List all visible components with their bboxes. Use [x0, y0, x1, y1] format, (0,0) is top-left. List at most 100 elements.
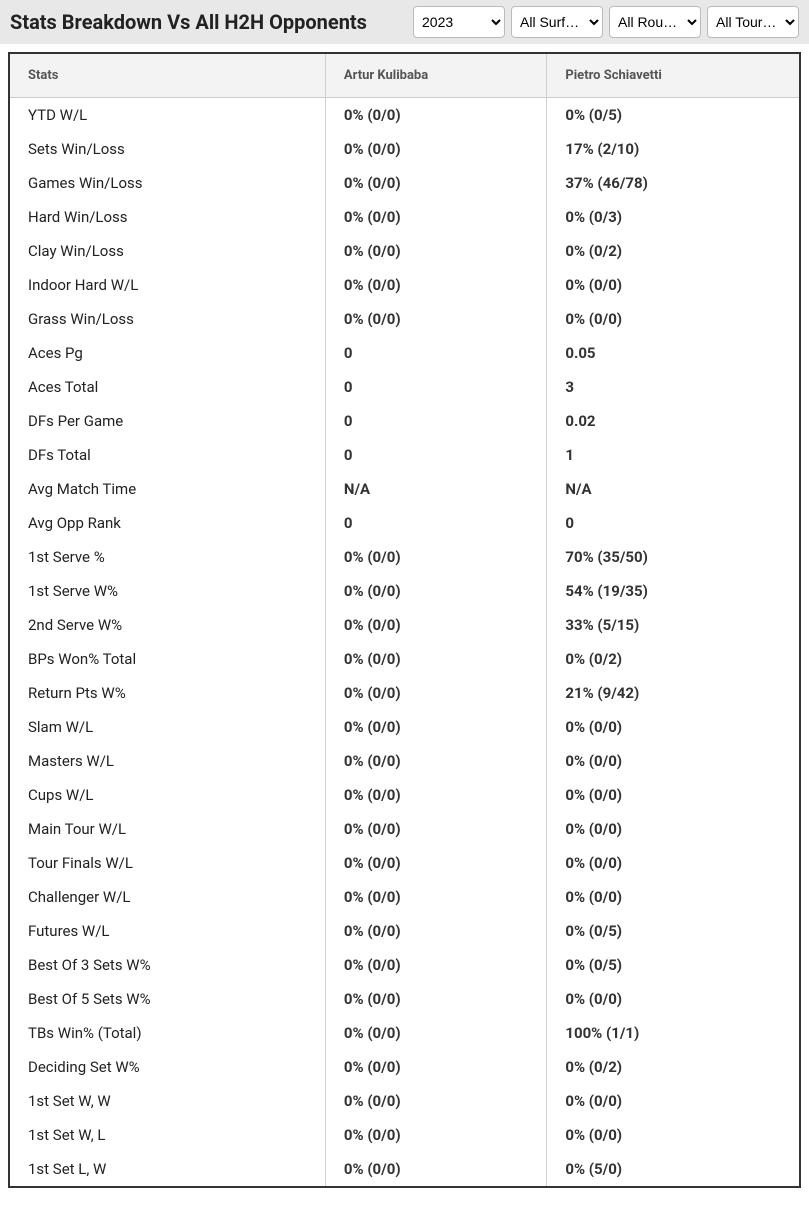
stat-label: DFs Per Game	[9, 404, 325, 438]
stat-label: Indoor Hard W/L	[9, 268, 325, 302]
year-select[interactable]: 2023	[413, 6, 505, 38]
stat-label: Main Tour W/L	[9, 812, 325, 846]
table-row: Main Tour W/L0% (0/0)0% (0/0)	[9, 812, 800, 846]
player2-value: 0% (0/0)	[547, 982, 800, 1016]
stat-label: Clay Win/Loss	[9, 234, 325, 268]
stat-label: Tour Finals W/L	[9, 846, 325, 880]
table-row: Sets Win/Loss0% (0/0)17% (2/10)	[9, 132, 800, 166]
table-row: Cups W/L0% (0/0)0% (0/0)	[9, 778, 800, 812]
player1-value: 0% (0/0)	[325, 234, 546, 268]
stat-label: Challenger W/L	[9, 880, 325, 914]
stat-label: Aces Total	[9, 370, 325, 404]
player2-value: 70% (35/50)	[547, 540, 800, 574]
table-row: Avg Opp Rank00	[9, 506, 800, 540]
table-row: Masters W/L0% (0/0)0% (0/0)	[9, 744, 800, 778]
surface-select[interactable]: All Surf…	[511, 6, 603, 38]
player1-value: 0% (0/0)	[325, 574, 546, 608]
player1-value: 0% (0/0)	[325, 744, 546, 778]
player2-value: 0% (0/0)	[547, 846, 800, 880]
player2-value: 0% (0/3)	[547, 200, 800, 234]
player1-value: 0% (0/0)	[325, 778, 546, 812]
player1-value: 0% (0/0)	[325, 268, 546, 302]
table-row: Grass Win/Loss0% (0/0)0% (0/0)	[9, 302, 800, 336]
player2-value: 0% (0/0)	[547, 302, 800, 336]
player2-value: 3	[547, 370, 800, 404]
player1-value: 0	[325, 404, 546, 438]
table-row: 1st Set W, W0% (0/0)0% (0/0)	[9, 1084, 800, 1118]
stat-label: Return Pts W%	[9, 676, 325, 710]
player1-value: 0% (0/0)	[325, 812, 546, 846]
table-row: Indoor Hard W/L0% (0/0)0% (0/0)	[9, 268, 800, 302]
player1-value: 0% (0/0)	[325, 982, 546, 1016]
player1-value: 0% (0/0)	[325, 98, 546, 133]
stat-label: Aces Pg	[9, 336, 325, 370]
table-row: TBs Win% (Total)0% (0/0)100% (1/1)	[9, 1016, 800, 1050]
player1-value: 0% (0/0)	[325, 1118, 546, 1152]
filter-group: 2023 All Surf… All Rou… All Tour…	[413, 6, 799, 38]
stat-label: 1st Set L, W	[9, 1152, 325, 1187]
stat-label: 1st Serve %	[9, 540, 325, 574]
player2-value: 37% (46/78)	[547, 166, 800, 200]
stat-label: 1st Set W, W	[9, 1084, 325, 1118]
stat-label: Futures W/L	[9, 914, 325, 948]
player2-value: 0% (0/0)	[547, 1118, 800, 1152]
player1-value: 0% (0/0)	[325, 642, 546, 676]
stat-label: 2nd Serve W%	[9, 608, 325, 642]
stat-label: TBs Win% (Total)	[9, 1016, 325, 1050]
player2-value: 21% (9/42)	[547, 676, 800, 710]
stat-label: Avg Match Time	[9, 472, 325, 506]
player2-value: 0% (0/5)	[547, 914, 800, 948]
player2-value: 0% (5/0)	[547, 1152, 800, 1187]
player2-value: 0% (0/5)	[547, 98, 800, 133]
stat-label: Hard Win/Loss	[9, 200, 325, 234]
table-row: Deciding Set W%0% (0/0)0% (0/2)	[9, 1050, 800, 1084]
col-header-stats: Stats	[9, 53, 325, 98]
player1-value: 0% (0/0)	[325, 1084, 546, 1118]
player1-value: 0% (0/0)	[325, 914, 546, 948]
table-row: Futures W/L0% (0/0)0% (0/5)	[9, 914, 800, 948]
player1-value: 0% (0/0)	[325, 676, 546, 710]
player1-value: 0% (0/0)	[325, 1152, 546, 1187]
tour-select[interactable]: All Tour…	[707, 6, 799, 38]
table-row: YTD W/L0% (0/0)0% (0/5)	[9, 98, 800, 133]
stat-label: DFs Total	[9, 438, 325, 472]
table-row: Best Of 5 Sets W%0% (0/0)0% (0/0)	[9, 982, 800, 1016]
player2-value: 0	[547, 506, 800, 540]
header-bar: Stats Breakdown Vs All H2H Opponents 202…	[0, 0, 809, 44]
table-row: Games Win/Loss0% (0/0)37% (46/78)	[9, 166, 800, 200]
round-select[interactable]: All Rou…	[609, 6, 701, 38]
stats-table-wrap: Stats Artur Kulibaba Pietro Schiavetti Y…	[0, 44, 809, 1196]
stat-label: Cups W/L	[9, 778, 325, 812]
player1-value: 0% (0/0)	[325, 302, 546, 336]
player2-value: 0% (0/0)	[547, 880, 800, 914]
stat-label: 1st Set W, L	[9, 1118, 325, 1152]
player2-value: 0% (0/0)	[547, 710, 800, 744]
stat-label: Best Of 5 Sets W%	[9, 982, 325, 1016]
player2-value: 100% (1/1)	[547, 1016, 800, 1050]
table-row: 2nd Serve W%0% (0/0)33% (5/15)	[9, 608, 800, 642]
table-row: BPs Won% Total0% (0/0)0% (0/2)	[9, 642, 800, 676]
player1-value: 0% (0/0)	[325, 200, 546, 234]
player2-value: 0% (0/0)	[547, 1084, 800, 1118]
player2-value: 0% (0/0)	[547, 268, 800, 302]
table-row: Challenger W/L0% (0/0)0% (0/0)	[9, 880, 800, 914]
player1-value: 0% (0/0)	[325, 608, 546, 642]
stat-label: Slam W/L	[9, 710, 325, 744]
stats-table: Stats Artur Kulibaba Pietro Schiavetti Y…	[8, 52, 801, 1188]
player1-value: 0	[325, 506, 546, 540]
player2-value: 0% (0/5)	[547, 948, 800, 982]
player2-value: 0% (0/0)	[547, 778, 800, 812]
player2-value: 0.02	[547, 404, 800, 438]
table-row: Aces Pg00.05	[9, 336, 800, 370]
player2-value: 33% (5/15)	[547, 608, 800, 642]
table-row: Best Of 3 Sets W%0% (0/0)0% (0/5)	[9, 948, 800, 982]
player2-value: 17% (2/10)	[547, 132, 800, 166]
player1-value: 0% (0/0)	[325, 710, 546, 744]
stat-label: Grass Win/Loss	[9, 302, 325, 336]
table-row: Tour Finals W/L0% (0/0)0% (0/0)	[9, 846, 800, 880]
stat-label: Avg Opp Rank	[9, 506, 325, 540]
table-row: Avg Match TimeN/AN/A	[9, 472, 800, 506]
table-row: DFs Per Game00.02	[9, 404, 800, 438]
col-header-player2: Pietro Schiavetti	[547, 53, 800, 98]
player1-value: 0% (0/0)	[325, 132, 546, 166]
